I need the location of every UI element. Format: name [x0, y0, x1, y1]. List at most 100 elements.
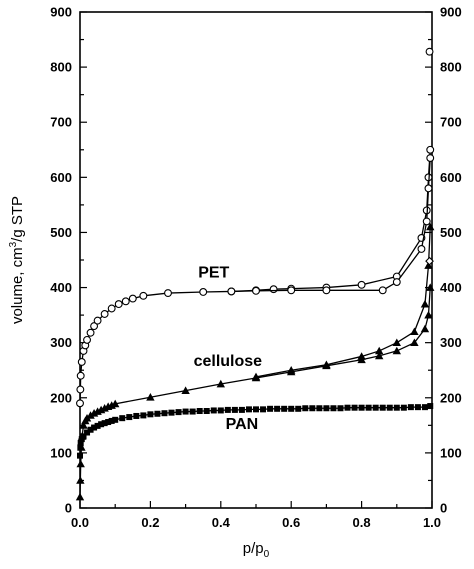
data-point-circle [90, 322, 99, 331]
data-point-square [77, 452, 83, 459]
data-point-square [421, 404, 428, 411]
data-point-square [161, 410, 168, 417]
data-point-square [372, 404, 379, 411]
data-point-square [330, 405, 337, 412]
data-point-square [414, 404, 421, 411]
y-tick-label-left: 900 [50, 5, 72, 20]
data-point-square [196, 408, 203, 415]
y-axis-title: volume, cm3/g STP [8, 196, 26, 324]
data-point-square [175, 409, 182, 416]
series-pan [77, 403, 434, 459]
data-point-square [224, 406, 231, 413]
data-point-triangle [410, 327, 419, 336]
data-point-square [309, 405, 316, 412]
x-tick-label: 0.6 [282, 515, 300, 530]
data-point-square [427, 403, 434, 410]
data-point-square [267, 405, 274, 412]
data-point-triangle [420, 299, 430, 308]
data-point-square [147, 411, 154, 418]
data-point-circle [76, 399, 84, 408]
data-point-circle [76, 371, 85, 380]
data-point-circle [77, 358, 86, 366]
data-point-square [168, 409, 175, 416]
data-point-circle [425, 47, 434, 56]
data-point-circle [227, 287, 236, 296]
data-point-square [217, 407, 224, 414]
data-point-circle [422, 217, 431, 226]
data-point-square [365, 404, 372, 411]
data-point-square [91, 424, 98, 431]
axes [79, 11, 433, 509]
data-point-square [281, 405, 288, 412]
y-tick-label-left: 200 [50, 390, 72, 405]
y-tick-label-left: 300 [50, 335, 72, 350]
data-point-circle [426, 145, 435, 154]
data-point-circle [100, 310, 109, 318]
series-line-pet-desorption [231, 158, 431, 293]
data-point-circle [121, 297, 130, 306]
series-line-cellulose-desorption [255, 226, 431, 378]
data-point-triangle [357, 352, 366, 360]
data-point-square [119, 415, 126, 422]
data-point-square [203, 408, 210, 415]
data-point-square [351, 404, 358, 411]
data-point-square [302, 405, 309, 412]
data-point-triangle [86, 411, 95, 419]
data-point-circle [392, 278, 401, 286]
data-point-triangle [146, 393, 155, 401]
data-point-triangle [410, 338, 419, 347]
data-point-square [101, 420, 108, 427]
data-point-triangle [426, 283, 435, 291]
data-point-circle [417, 245, 426, 253]
y-tick-label-right: 500 [440, 225, 462, 240]
data-point-square [98, 421, 105, 428]
data-point-square [393, 404, 400, 411]
data-point-triangle [375, 351, 384, 360]
data-point-square [253, 406, 259, 413]
data-point-triangle [426, 222, 435, 231]
data-point-triangle [392, 338, 401, 347]
data-point-triangle [420, 324, 430, 333]
y-tick-label-left: 100 [50, 445, 72, 460]
data-point-triangle [79, 421, 88, 429]
data-point-square [94, 422, 101, 429]
data-point-circle [107, 304, 116, 313]
data-point-square [337, 405, 344, 412]
y-tick-label-left: 600 [50, 170, 72, 185]
data-point-circle [357, 280, 366, 289]
x-tick-label: 0.4 [212, 515, 231, 530]
series-label-cellulose: cellulose [194, 353, 263, 370]
data-point-square [358, 404, 365, 411]
data-point-square [154, 410, 161, 417]
data-point-circle [378, 286, 387, 295]
data-point-circle [76, 385, 85, 394]
data-point-triangle [424, 261, 433, 269]
data-point-square [379, 404, 386, 411]
data-point-circle [83, 335, 91, 344]
data-point-square [84, 429, 91, 436]
data-point-triangle [76, 459, 85, 468]
data-point-triangle [76, 476, 85, 484]
data-point-circle [93, 316, 102, 325]
data-point-circle [139, 291, 148, 300]
data-point-square [80, 433, 87, 440]
data-point-square [407, 404, 414, 411]
data-point-circle [114, 300, 123, 309]
y-tick-label-left: 0 [65, 501, 72, 516]
data-point-square [87, 426, 94, 433]
y-tick-label-right: 400 [440, 280, 462, 295]
y-tick-label-right: 0 [440, 501, 447, 516]
series-line-cellulose-adsorption [79, 287, 431, 497]
data-point-square [133, 412, 140, 419]
series-label-pet: PET [198, 265, 229, 282]
series-layer [75, 47, 435, 501]
data-point-circle [287, 286, 296, 295]
data-point-square [108, 417, 115, 424]
y-tick-label-right: 900 [440, 5, 462, 20]
data-point-triangle [287, 366, 296, 374]
data-point-square [231, 406, 238, 413]
data-point-circle [164, 289, 172, 298]
y-tick-label-right: 700 [440, 115, 462, 130]
y-tick-label-left: 400 [50, 280, 72, 295]
